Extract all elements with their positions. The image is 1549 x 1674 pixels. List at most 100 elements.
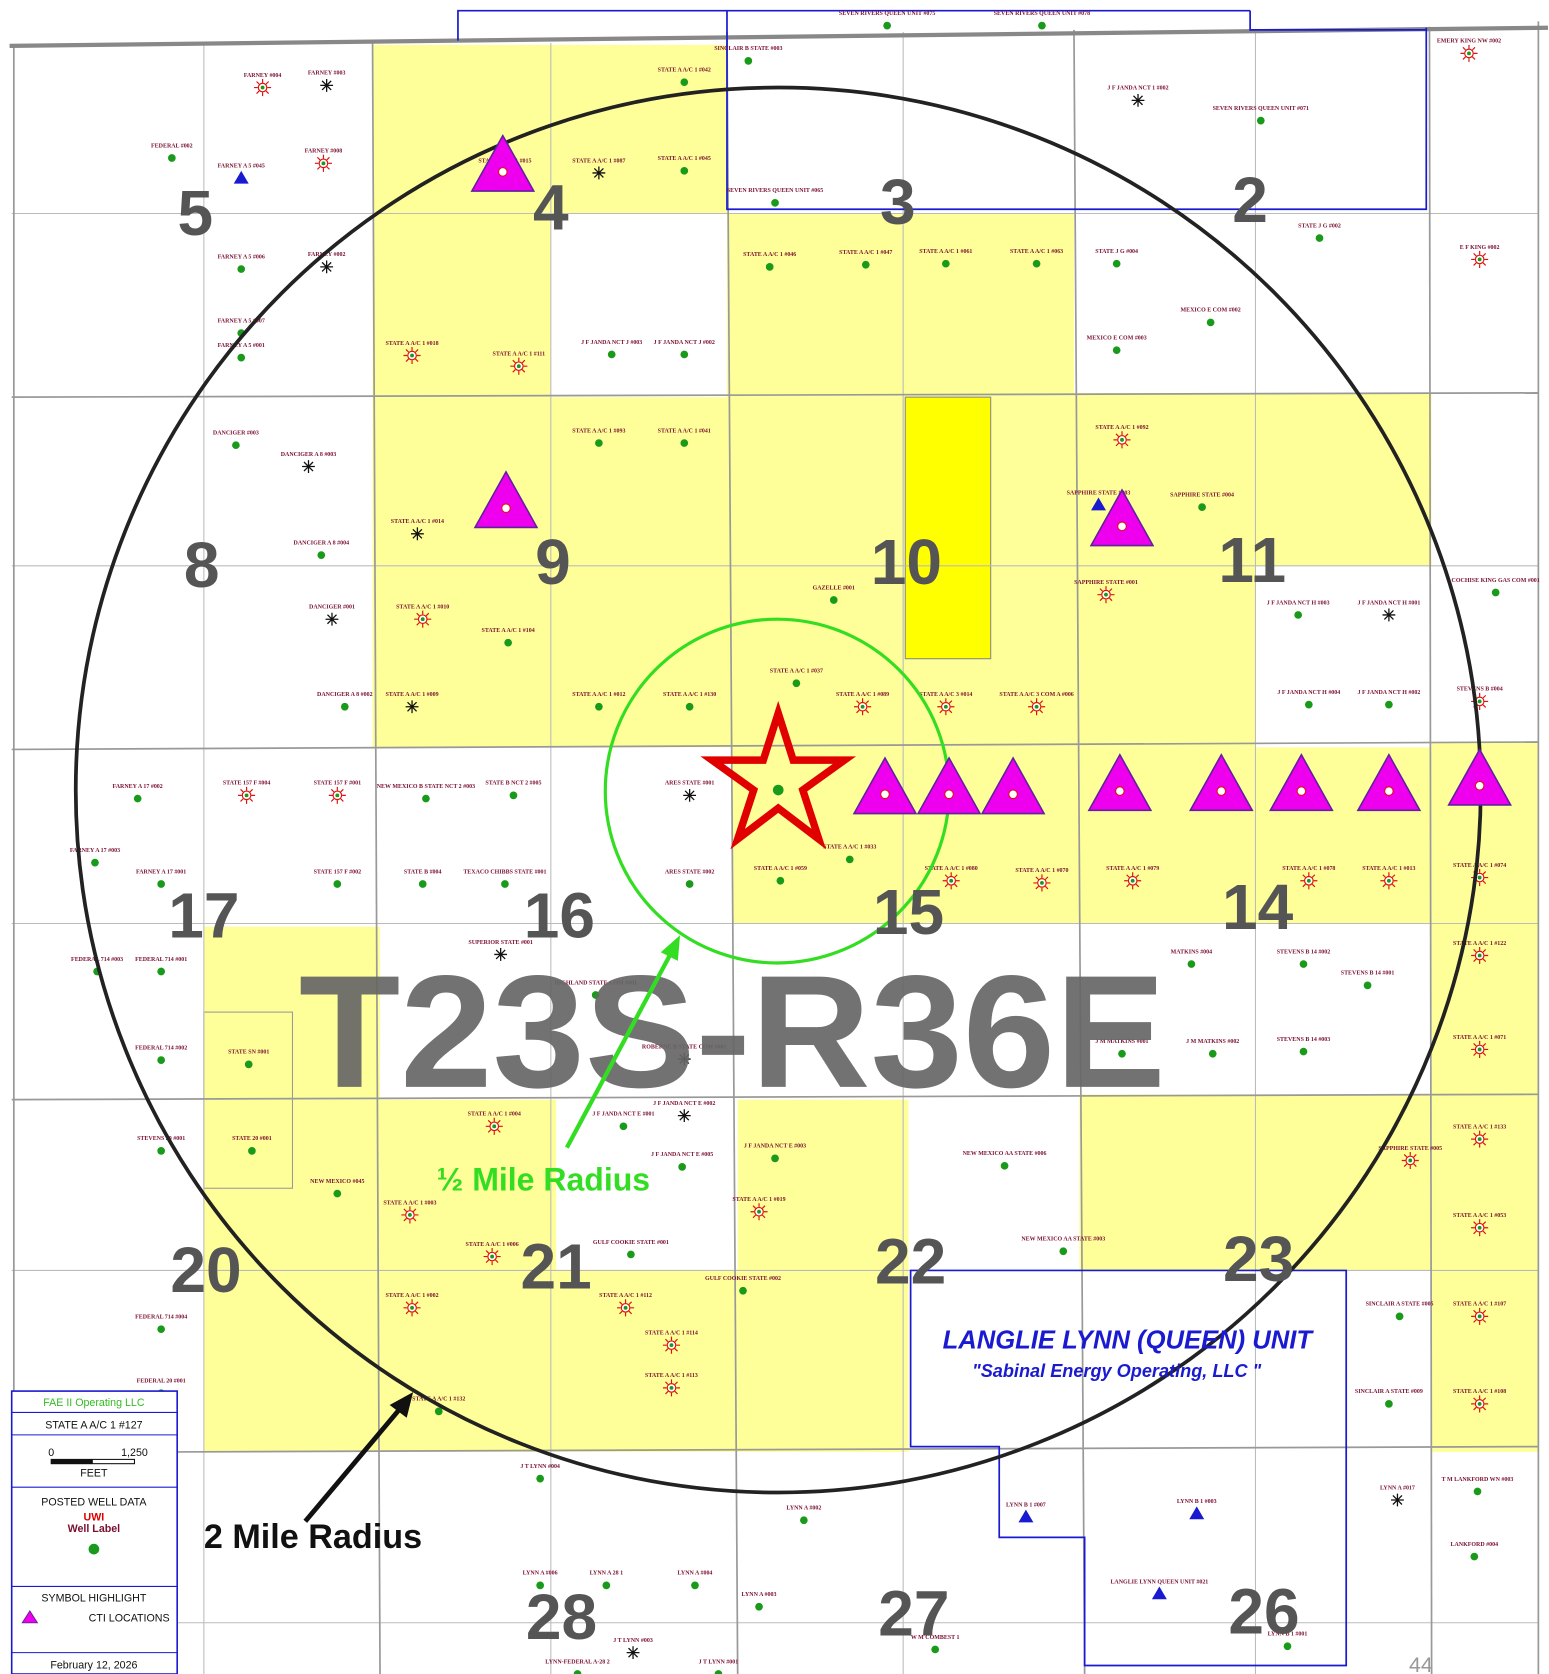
cti-well xyxy=(1296,786,1307,796)
langlie-lynn-unit-outline xyxy=(909,1269,1348,1667)
well-label: STATE A A/C 1 #047 xyxy=(839,250,892,256)
well-label: FEDERAL 714 #001 xyxy=(135,957,187,963)
lease-area xyxy=(203,1011,294,1189)
well-symbol xyxy=(320,260,334,274)
well-label: STATE A A/C 1 #033 xyxy=(823,845,876,851)
well-label: J F JANDA NCT 1 #002 xyxy=(1107,86,1168,92)
unit-operator: "Sabinal Energy Operating, LLC " xyxy=(972,1361,1262,1381)
section-number: 21 xyxy=(521,1231,592,1303)
well-symbol xyxy=(405,700,419,714)
well-label: STATE A A/C 1 #010 xyxy=(396,605,449,611)
township-line xyxy=(9,25,1549,49)
well-symbol xyxy=(157,967,166,976)
well-label: FARNEY A 5 #001 xyxy=(218,343,265,349)
section-number: 20 xyxy=(170,1234,241,1306)
well-symbol xyxy=(1477,875,1482,880)
section-number: 11 xyxy=(1218,524,1286,596)
well-label: STATE A A/C 1 #108 xyxy=(1453,1389,1506,1395)
well-label: SEVEN RIVERS QUEEN UNIT #075 xyxy=(839,11,935,17)
well-label: STATE A A/C 1 #074 xyxy=(1453,863,1506,869)
well-symbol xyxy=(410,527,424,541)
well-symbol xyxy=(91,858,99,867)
well-symbol xyxy=(1124,872,1142,890)
scale-bar-fill xyxy=(51,1459,93,1464)
cti-location xyxy=(1188,753,1254,812)
well-label: DANCIGER A 8 #003 xyxy=(281,452,337,458)
township-label: T23S-R36E xyxy=(299,942,1166,1121)
well-symbol xyxy=(1283,1642,1292,1651)
well-label: SEVEN RIVERS QUEEN UNIT #071 xyxy=(1213,106,1309,112)
well-symbol xyxy=(254,79,272,97)
section-number: 3 xyxy=(880,166,916,238)
well-symbol xyxy=(237,265,246,273)
well-label: STATE A A/C 1 #003 xyxy=(383,1200,436,1206)
well-symbol xyxy=(860,704,865,709)
well-symbol xyxy=(776,876,785,885)
well-label: FARNEY A 17 #001 xyxy=(136,869,186,875)
well-symbol xyxy=(248,1147,256,1155)
well-label: STATE A A/C 1 #111 xyxy=(493,352,546,358)
well-label: SEVEN RIVERS QUEEN UNIT #078 xyxy=(994,11,1090,17)
well-label: SUPERIOR STATE #001 xyxy=(468,940,532,946)
well-label: FARNEY #002 xyxy=(308,252,346,258)
well-label: DANCIGER A 8 #002 xyxy=(317,692,373,698)
section-lines xyxy=(11,21,1540,1674)
well-symbol xyxy=(792,679,801,688)
well-symbol xyxy=(755,1602,763,1611)
well-symbol xyxy=(627,1250,635,1259)
well-label: STATE SN #001 xyxy=(228,1050,269,1056)
well-symbol xyxy=(1380,872,1398,890)
well-symbol xyxy=(157,1147,166,1155)
two-mile-arrow xyxy=(303,1405,404,1523)
lease-areas xyxy=(203,44,1539,1452)
unit-name: LANGLIE LYNN (QUEEN) UNIT xyxy=(943,1326,1315,1354)
well-label: STATE J G #004 xyxy=(1095,249,1138,255)
well-label: J F JANDA NCT H #004 xyxy=(1277,690,1340,696)
cti-location xyxy=(470,133,536,192)
well-symbol xyxy=(1032,259,1041,268)
well-label: TEXACO CHIBBS STATE #001 xyxy=(463,869,546,875)
well-label: SAPPHIRE STATE #005 xyxy=(1378,1146,1442,1152)
well-label: LYNN B 1 #003 xyxy=(1177,1499,1217,1505)
well-label: EMERY KING NW #002 xyxy=(1437,39,1501,45)
well-symbol xyxy=(260,85,265,90)
well-label: J F JANDA NCT E #003 xyxy=(744,1144,806,1150)
well-symbol xyxy=(1034,704,1039,709)
well-label: STATE A A/C 1 #071 xyxy=(1453,1035,1506,1041)
section-number: 26 xyxy=(1228,1575,1299,1647)
cti-location xyxy=(1447,747,1512,806)
well-symbol xyxy=(157,1056,166,1064)
well-symbol xyxy=(595,702,603,711)
well-symbol xyxy=(1315,234,1324,242)
well-symbol xyxy=(937,698,955,716)
well-label: FARNEY #004 xyxy=(244,73,282,79)
well-label: ARES STATE #001 xyxy=(665,781,715,787)
well-label: STATE A A/C 1 #045 xyxy=(658,156,711,162)
section-number: 2 xyxy=(1232,164,1268,236)
well-symbol xyxy=(1382,608,1396,622)
well-label: LYNN A #017 xyxy=(1380,1485,1415,1491)
well-label: J M MATKINS #002 xyxy=(1186,1039,1239,1045)
well-symbol xyxy=(244,1060,253,1069)
well-label: DANCIGER #001 xyxy=(309,605,355,611)
well-symbol xyxy=(1112,259,1121,268)
well-symbol xyxy=(401,1206,419,1224)
well-symbol xyxy=(1395,1312,1404,1321)
well-symbol xyxy=(1477,1401,1482,1406)
well-label: SINCLAIR B STATE #003 xyxy=(714,46,782,52)
cti-location xyxy=(1089,488,1155,547)
well-label: FARNEY A 5 #007 xyxy=(218,318,265,324)
well-symbol xyxy=(232,441,240,450)
well-label: STATE A A/C 1 #046 xyxy=(743,252,796,258)
well-label: STATE A A/C 1 #061 xyxy=(919,249,972,255)
well-symbol xyxy=(1471,1040,1489,1058)
well-symbol xyxy=(669,1343,674,1348)
cti-well xyxy=(501,503,511,513)
well-label: SAPPHIRE STATE #001 xyxy=(1074,580,1138,586)
well-symbol xyxy=(1000,1161,1009,1170)
lease-area-highlight xyxy=(904,396,992,660)
well-symbol xyxy=(1151,1586,1167,1600)
